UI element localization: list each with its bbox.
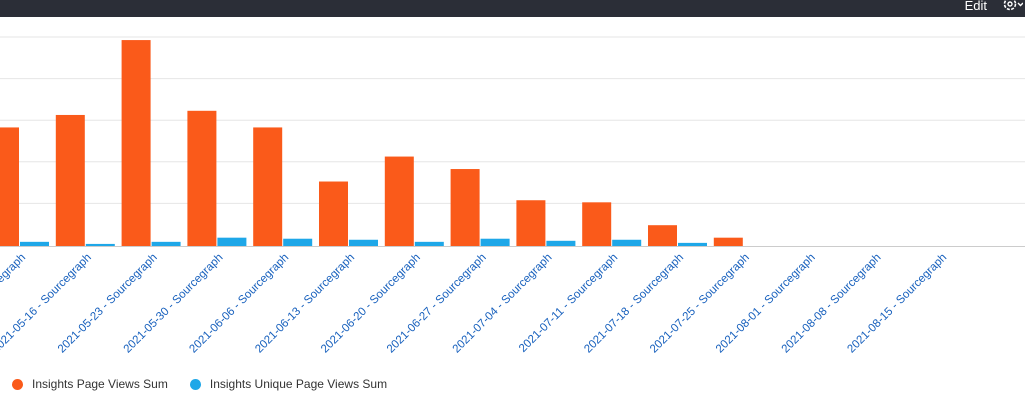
- bar-page-views[interactable]: [450, 169, 480, 246]
- bar-unique-views[interactable]: [546, 240, 576, 246]
- bar-page-views[interactable]: [253, 127, 283, 246]
- top-bar: Edit: [0, 0, 1025, 17]
- bar-page-views[interactable]: [187, 110, 217, 246]
- bar-unique-views[interactable]: [85, 243, 115, 246]
- legend-label-page-views: Insights Page Views Sum: [32, 377, 168, 391]
- legend-item-unique-views[interactable]: Insights Unique Page Views Sum: [189, 377, 388, 391]
- bar-unique-views[interactable]: [151, 241, 181, 246]
- gear-icon[interactable]: [1001, 0, 1024, 14]
- bar-unique-views[interactable]: [678, 242, 707, 246]
- bar-page-views[interactable]: [582, 202, 612, 246]
- legend-swatch-page-views: [12, 378, 23, 390]
- bar-unique-views[interactable]: [283, 238, 313, 246]
- bar-page-views[interactable]: [0, 127, 19, 246]
- legend-swatch-unique-views: [189, 378, 201, 390]
- bar-page-views[interactable]: [713, 237, 743, 246]
- bar-page-views[interactable]: [121, 40, 151, 246]
- chart-legend: Insights Page Views Sum Insights Unique …: [12, 377, 409, 391]
- chart-bars: [0, 40, 743, 247]
- bar-unique-views[interactable]: [217, 237, 247, 246]
- legend-item-page-views[interactable]: Insights Page Views Sum: [12, 377, 168, 391]
- bar-unique-views[interactable]: [349, 239, 378, 246]
- bar-page-views[interactable]: [55, 114, 85, 247]
- chart-gridlines: [0, 36, 1025, 247]
- bar-page-views[interactable]: [648, 225, 677, 246]
- bar-page-views[interactable]: [516, 200, 546, 246]
- bar-unique-views[interactable]: [20, 241, 49, 246]
- bar-page-views[interactable]: [384, 156, 414, 246]
- legend-label-unique-views: Insights Unique Page Views Sum: [209, 377, 388, 391]
- edit-button[interactable]: Edit: [964, 0, 987, 13]
- bar-unique-views[interactable]: [480, 238, 510, 246]
- bar-unique-views[interactable]: [414, 241, 444, 246]
- bar-page-views[interactable]: [319, 181, 348, 246]
- bar-unique-views[interactable]: [612, 239, 642, 246]
